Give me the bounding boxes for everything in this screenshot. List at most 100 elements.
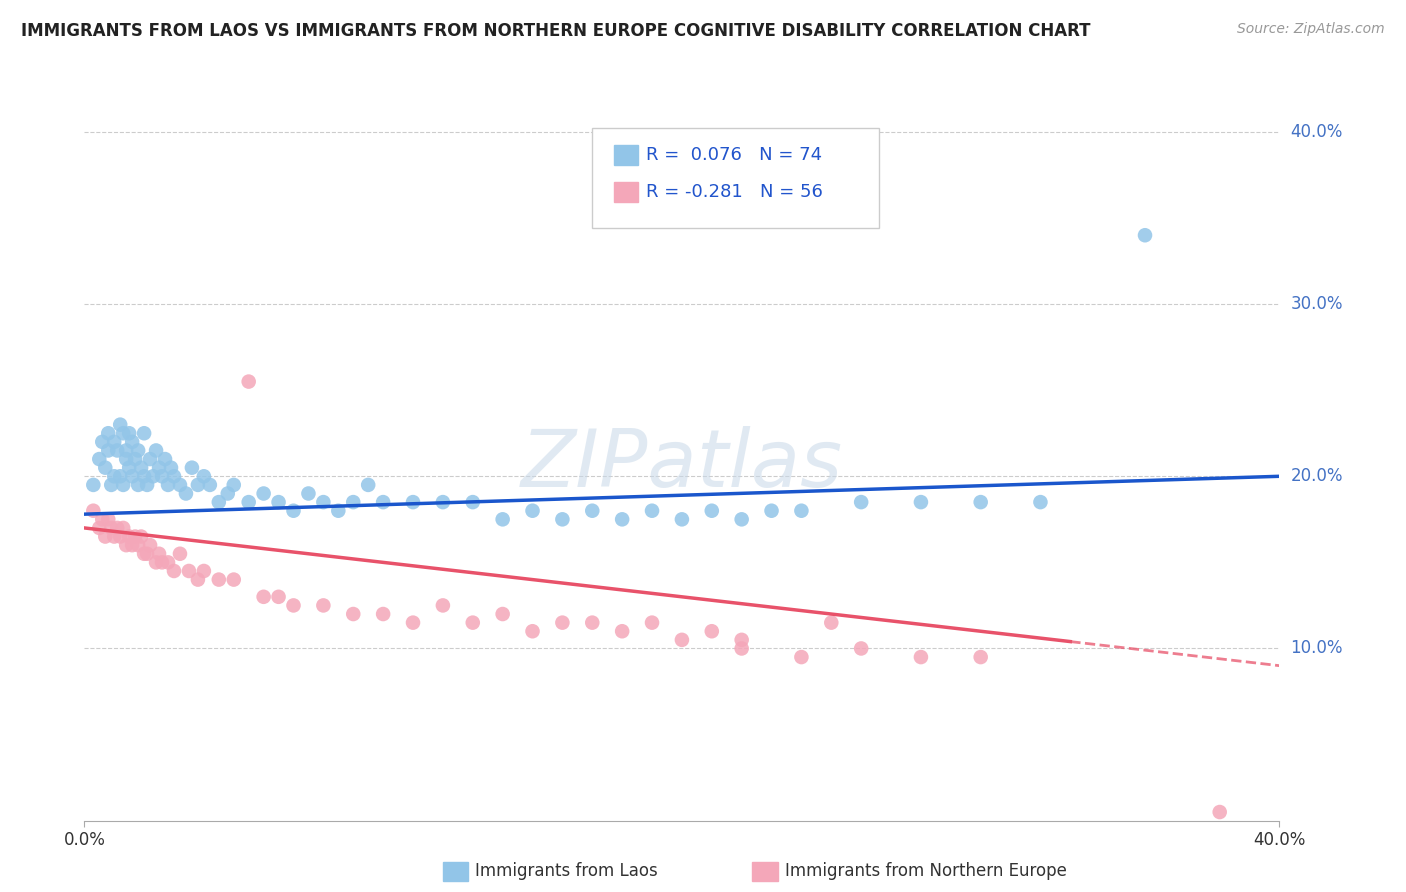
Point [253,590,276,604]
Text: 20.0%: 20.0% [1291,467,1343,485]
Point [790,650,813,665]
Point [181,460,204,475]
Point [110,469,132,483]
Point [700,624,723,639]
Point [187,478,209,492]
Point [461,615,484,630]
Point [1133,228,1156,243]
FancyBboxPatch shape [592,128,879,228]
Point [373,607,395,621]
Point [731,641,754,656]
Point [121,538,143,552]
Point [103,530,125,544]
Point [357,478,380,492]
Point [112,521,135,535]
Point [461,495,484,509]
Point [148,460,170,475]
Point [105,521,128,535]
Point [112,478,135,492]
Point [169,478,191,492]
Point [612,512,634,526]
Text: IMMIGRANTS FROM LAOS VS IMMIGRANTS FROM NORTHERN EUROPE COGNITIVE DISABILITY COR: IMMIGRANTS FROM LAOS VS IMMIGRANTS FROM … [21,22,1091,40]
Point [432,599,454,613]
Point [132,469,156,483]
Point [193,469,215,483]
Point [115,443,138,458]
Point [522,504,544,518]
Point [169,547,191,561]
Point [970,495,993,509]
Point [217,486,239,500]
Point [700,504,723,518]
Point [851,641,873,656]
Point [153,452,176,467]
Point [1029,495,1052,509]
Point [91,434,114,449]
Point [731,512,754,526]
Point [312,599,335,613]
Point [115,452,138,467]
Point [97,443,120,458]
Point [581,615,603,630]
Point [177,564,200,578]
Text: ZIPatlas: ZIPatlas [520,426,844,504]
Point [139,452,162,467]
Point [342,495,364,509]
Point [581,504,603,518]
Point [132,426,156,441]
Point [198,478,221,492]
Point [110,530,132,544]
Point [283,504,305,518]
Point [145,555,167,569]
Point [402,495,425,509]
Point [612,624,634,639]
Point [127,443,149,458]
Text: Immigrants from Northern Europe: Immigrants from Northern Europe [785,863,1066,880]
Point [163,564,186,578]
Point [671,632,693,647]
Point [160,460,183,475]
Point [208,495,231,509]
Point [103,469,125,483]
Point [121,469,143,483]
Point [522,624,544,639]
Point [1209,805,1232,819]
Point [124,452,146,467]
Point [115,538,138,552]
Point [94,460,117,475]
Point [208,573,231,587]
Point [118,426,141,441]
Point [82,478,104,492]
Point [124,530,146,544]
Point [91,512,114,526]
Point [127,538,149,552]
Point [432,495,454,509]
Point [132,547,156,561]
Point [222,573,245,587]
Point [112,426,135,441]
Point [163,469,186,483]
Point [142,469,165,483]
Point [157,478,180,492]
Point [492,512,515,526]
Text: R =  0.076   N = 74: R = 0.076 N = 74 [647,146,823,164]
Text: 10.0%: 10.0% [1291,640,1343,657]
Text: Source: ZipAtlas.com: Source: ZipAtlas.com [1237,22,1385,37]
Point [129,530,152,544]
Point [118,460,141,475]
Point [136,478,159,492]
Point [283,599,305,613]
Point [157,555,180,569]
Point [193,564,215,578]
Point [910,495,932,509]
Point [551,512,574,526]
Point [150,469,173,483]
Point [790,504,813,518]
Point [910,650,932,665]
Point [402,615,425,630]
Point [136,547,159,561]
Point [312,495,335,509]
Point [105,443,128,458]
Point [297,486,319,500]
Point [222,478,245,492]
